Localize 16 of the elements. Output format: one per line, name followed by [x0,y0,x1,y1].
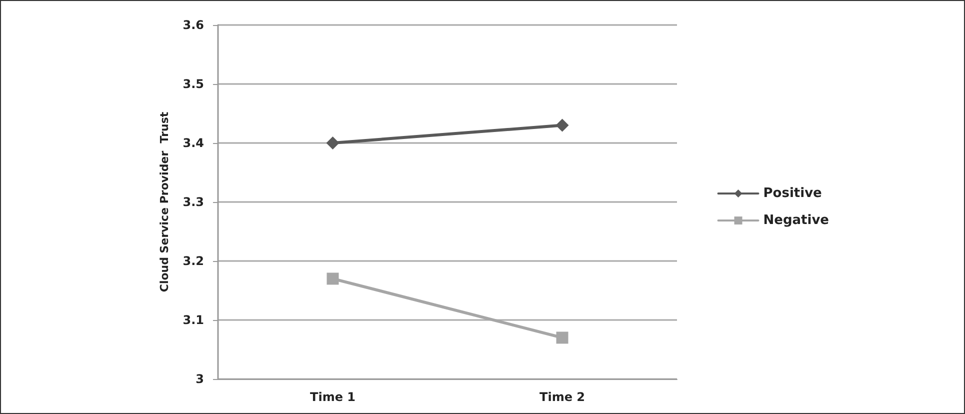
point [556,332,568,344]
y-tick-label: 3.1 [182,313,204,327]
point [326,272,339,285]
x-tick-label: Time 1 [310,390,356,404]
point [326,136,340,150]
legend-label: Negative [763,213,830,228]
legend-label: Positive [763,186,822,201]
x-tick-label: Time 2 [540,390,585,404]
point [556,118,569,132]
y-tick-label: 3.2 [182,254,204,268]
y-tick-label: 3.4 [182,136,204,150]
y-axis-title: Cloud Service Provider Trust [158,112,171,292]
y-tick-label: 3.3 [182,195,204,209]
y-tick-label: 3.6 [182,18,204,32]
y-tick-label: 3 [196,372,204,386]
y-tick-label: 3.5 [182,77,204,91]
